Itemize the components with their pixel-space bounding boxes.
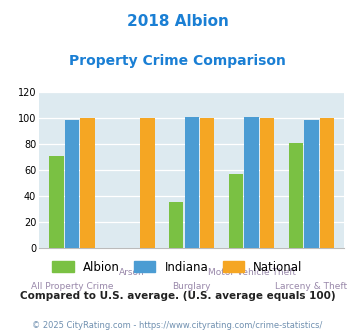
Bar [169, 202, 183, 248]
Text: Larceny & Theft: Larceny & Theft [275, 282, 348, 291]
Text: © 2025 CityRating.com - https://www.cityrating.com/crime-statistics/: © 2025 CityRating.com - https://www.city… [32, 321, 323, 330]
Bar [49, 156, 64, 248]
Bar [80, 118, 95, 248]
Bar [260, 118, 274, 248]
Legend: Albion, Indiana, National: Albion, Indiana, National [52, 261, 303, 274]
Bar [229, 174, 243, 248]
Bar [200, 118, 214, 248]
Text: Arson: Arson [119, 268, 145, 277]
Text: Burglary: Burglary [173, 282, 211, 291]
Bar [140, 118, 154, 248]
Text: Compared to U.S. average. (U.S. average equals 100): Compared to U.S. average. (U.S. average … [20, 291, 335, 301]
Text: 2018 Albion: 2018 Albion [127, 14, 228, 29]
Bar [304, 119, 318, 248]
Bar [185, 117, 199, 248]
Bar [244, 117, 259, 248]
Text: Motor Vehicle Theft: Motor Vehicle Theft [208, 268, 296, 277]
Bar [320, 118, 334, 248]
Text: All Property Crime: All Property Crime [31, 282, 113, 291]
Bar [65, 119, 79, 248]
Bar [289, 143, 303, 248]
Text: Property Crime Comparison: Property Crime Comparison [69, 53, 286, 68]
